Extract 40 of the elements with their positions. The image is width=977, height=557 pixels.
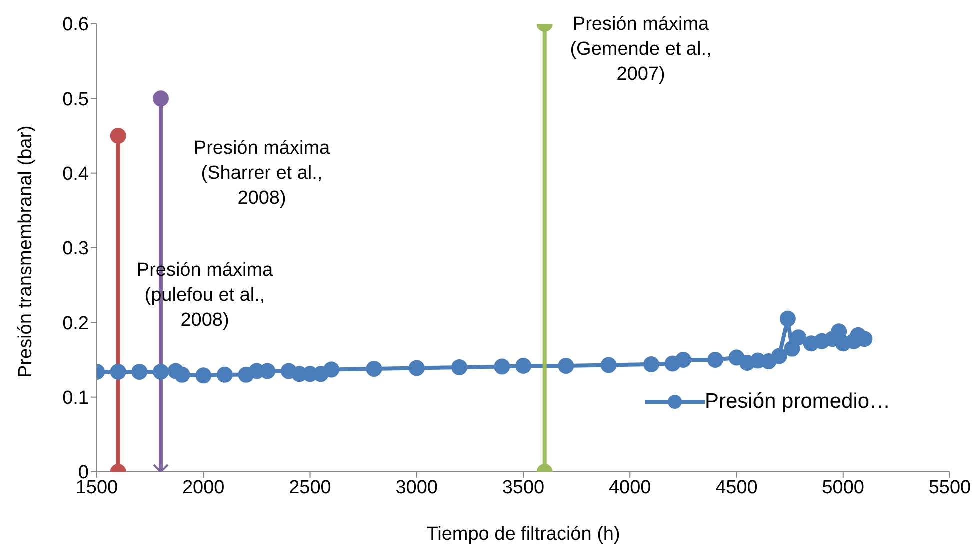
y-tick-label: 0.1 — [62, 388, 89, 410]
point — [771, 348, 788, 364]
x-tick-label: 2500 — [289, 477, 332, 498]
point — [707, 352, 724, 368]
point — [675, 352, 692, 368]
point — [452, 359, 468, 376]
y-tick-label: 0.2 — [62, 313, 89, 334]
point — [408, 360, 425, 376]
x-axis-title: Tiempo de filtración (h) — [426, 524, 620, 545]
point — [174, 366, 190, 383]
x-tick-label: 2000 — [182, 477, 225, 498]
point — [494, 358, 510, 375]
point — [600, 357, 617, 374]
point — [790, 330, 807, 346]
y-tick-label: 0.4 — [62, 164, 90, 186]
point — [366, 360, 382, 377]
x-tick-label: 5500 — [928, 477, 972, 498]
y-tick-label: 0.3 — [62, 238, 89, 260]
point — [152, 364, 169, 380]
x-tick-label: 4500 — [716, 477, 758, 498]
annotation: Presión máxima (Sharrer et al., 2008) — [192, 137, 332, 211]
x-tick-label: 3000 — [396, 477, 438, 498]
point — [516, 358, 532, 374]
y-axis-title: Presión transmembranal (bar) — [16, 126, 37, 378]
y-tick-label: 0.5 — [62, 89, 89, 110]
point — [324, 362, 340, 378]
x-tick-label: 5000 — [822, 477, 865, 498]
point — [643, 356, 660, 372]
annotation: Presión máxima (Gemende et al., 2007) — [569, 13, 713, 87]
x-tick-label: 3500 — [502, 477, 545, 498]
point — [780, 310, 796, 327]
point — [132, 364, 148, 380]
point — [110, 364, 126, 380]
point — [196, 368, 212, 384]
legend-label: Presión promedio… — [705, 390, 891, 414]
y-tick-label: 0.6 — [62, 14, 89, 36]
point — [784, 340, 800, 357]
point — [216, 366, 233, 383]
x-tick-label: 4000 — [608, 477, 652, 498]
point — [558, 358, 574, 374]
